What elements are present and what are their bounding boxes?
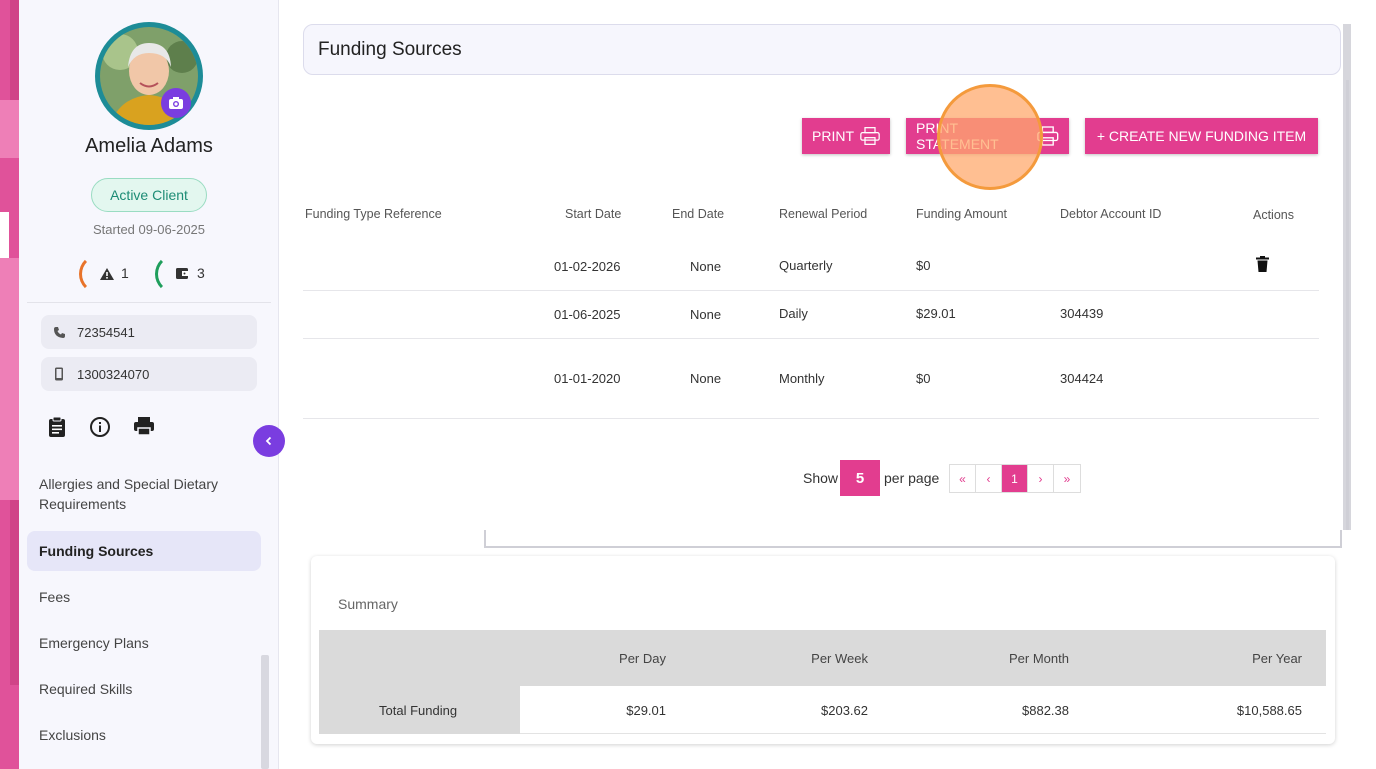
phone-icon [53,326,65,338]
printer-icon[interactable] [133,416,155,436]
sidebar-divider [27,302,271,303]
trash-icon[interactable] [1256,256,1269,272]
cell-end: None [690,307,722,322]
next-page-button[interactable]: › [1028,465,1054,492]
warning-icon [100,268,114,280]
app-edge [0,0,19,769]
col-header-debtor-account[interactable]: Debtor Account ID [1060,207,1162,221]
row-divider [303,418,1319,419]
cell-period: Quarterly [779,258,833,273]
cell-end: None [690,371,722,386]
sidebar-item-label: Exclusions [39,727,106,743]
sidebar-scrollbar[interactable] [261,655,269,769]
client-tools [47,416,155,438]
alerts-count: 1 [121,265,129,281]
summary-header-per-year: Per Year [1252,651,1302,666]
phone-field[interactable]: 72354541 [41,315,257,349]
sidebar-item-label: Allergies and Special Dietary Requiremen… [39,476,218,512]
summary-value-per-year: $10,588.65 [1236,703,1302,718]
cell-amount: $29.01 [916,306,956,321]
page-header: Funding Sources [303,24,1341,75]
sidebar-item-label: Funding Sources [39,543,154,559]
show-label: Show [803,470,839,486]
col-header-start-date[interactable]: Start Date [565,207,622,221]
mobile-field[interactable]: 1300324070 [41,357,257,391]
page-title: Funding Sources [318,39,462,60]
per-page-select[interactable]: 5 [840,460,880,496]
started-date: Started 09-06-2025 [92,222,206,237]
col-header-end-date[interactable]: End Date [672,207,725,221]
sidebar-item-label: Required Skills [39,681,133,697]
sidebar-item-label: Fees [39,589,71,605]
print-button-label: PRINT [812,128,854,144]
alerts-stat[interactable]: 1 [79,254,139,294]
wallet-count: 3 [197,265,205,281]
cell-period: Daily [779,306,808,321]
summary-header-per-day: Per Day [619,651,666,666]
summary-header-per-month: Per Month [1009,651,1069,666]
mobile-number: 1300324070 [77,366,150,382]
print-button[interactable]: PRINT [802,118,890,154]
mobile-icon [55,367,63,381]
sidebar-item-emergency-plans[interactable]: Emergency Plans [27,623,261,663]
last-page-button[interactable]: » [1063,471,1071,486]
funding-panel [297,80,1349,530]
status-badge: Active Client [91,178,207,212]
sidebar-item-allergies[interactable]: Allergies and Special Dietary Requiremen… [27,472,261,516]
wallet-icon [176,268,189,279]
summary-value-per-month: $882.38 [1022,703,1069,718]
col-header-funding-type[interactable]: Funding Type Reference [305,207,442,221]
summary-row-divider [520,733,1326,734]
click-highlight [937,84,1043,190]
cell-period: Monthly [779,371,825,386]
cell-start: 01-02-2026 [554,259,621,274]
sidebar-item-exclusions[interactable]: Exclusions [27,715,261,755]
avatar[interactable] [95,22,203,130]
per-page-label: per page [884,470,940,486]
horizontal-scrollbar[interactable] [484,530,1342,548]
printer-icon [860,127,880,145]
cell-end: None [690,259,722,274]
summary-label: Summary [338,596,398,612]
cell-start: 01-01-2020 [554,371,621,386]
wallet-stat[interactable]: 3 [155,254,215,294]
create-funding-item-button[interactable]: + CREATE NEW FUNDING ITEM [1085,118,1318,154]
summary-row-label: Total Funding [379,703,458,718]
cell-debtor: 304424 [1060,371,1104,386]
phone-number: 72354541 [77,324,135,340]
sidebar-item-label: Emergency Plans [39,635,149,651]
create-funding-item-label: + CREATE NEW FUNDING ITEM [1096,128,1307,144]
first-page-button[interactable]: « [950,465,976,492]
collapse-sidebar-button[interactable] [253,425,285,457]
summary-card: Summary Per Day Per Week Per Month Per Y… [311,556,1335,744]
row-divider [303,338,1319,339]
col-header-renewal-period[interactable]: Renewal Period [779,207,868,221]
change-photo-button[interactable] [161,88,191,118]
col-header-actions: Actions [1253,208,1294,222]
summary-header [319,630,1326,686]
sidebar-item-fees[interactable]: Fees [27,577,261,617]
camera-icon [169,97,183,109]
summary-value-per-day: $29.01 [626,703,666,718]
chevron-left-icon [265,436,272,446]
cell-start: 01-06-2025 [554,307,621,322]
cell-amount: $0 [916,258,931,273]
summary-header-per-week: Per Week [811,651,868,666]
clipboard-icon[interactable] [47,416,67,438]
sidebar-item-required-skills[interactable]: Required Skills [27,669,261,709]
cell-amount: $0 [916,371,931,386]
cell-debtor: 304439 [1060,306,1104,321]
row-divider [303,290,1319,291]
info-icon[interactable] [89,416,111,438]
sidebar-item-funding-sources[interactable]: Funding Sources [27,531,261,571]
pagination: « ‹ 1 › » [949,464,1081,493]
summary-value-per-week: $203.62 [821,703,868,718]
client-sidebar: Amelia Adams Active Client Started 09-06… [19,0,279,769]
col-header-funding-amount[interactable]: Funding Amount [916,207,1008,221]
prev-page-button[interactable]: ‹ [976,465,1002,492]
summary-row-header [319,686,520,734]
page-1-button[interactable]: 1 [1002,465,1028,492]
client-name: Amelia Adams [85,135,213,157]
